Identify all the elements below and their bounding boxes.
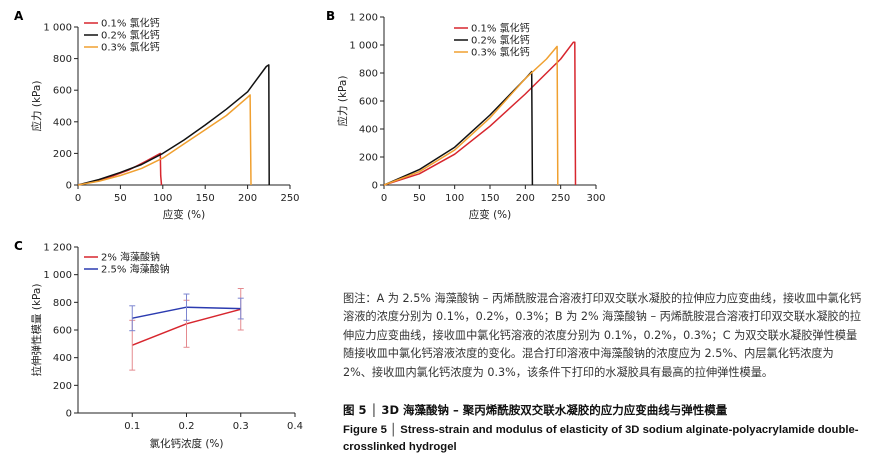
panel-a-x-axis-label: 应变 (%) <box>163 208 206 221</box>
panel-a-legend-label: 0.2% 氯化钙 <box>101 29 160 42</box>
panel-a-x-tick-label: 200 <box>238 193 257 204</box>
panel-c-x-tick-label: 0.1 <box>124 421 140 432</box>
panel-c-y-tick-label: 200 <box>53 381 72 392</box>
panel-b-x-tick-label: 150 <box>480 193 499 204</box>
panel-c-y-tick-label: 1 200 <box>43 243 72 254</box>
panel-b-y-tick-label: 200 <box>359 153 378 164</box>
panel-a-legend-label: 0.3% 氯化钙 <box>101 41 160 54</box>
panel-b-x-tick-label: 300 <box>586 193 605 204</box>
panel-c-x-tick-label: 0.4 <box>287 421 303 432</box>
panel-b-series-line-2 <box>383 70 534 186</box>
panel-b-y-tick-label: 1 000 <box>349 41 378 52</box>
figure-caption: 图注：A 为 2.5% 海藻酸钠 – 丙烯酰胺混合溶液打印双交联水凝胶的拉伸应力… <box>343 290 863 382</box>
panel-a-series-line-2 <box>77 64 270 186</box>
panel-b-series-line-1 <box>383 41 577 186</box>
panel-b-legend-label: 0.3% 氯化钙 <box>471 46 530 59</box>
figure-title-en: Figure 5 │ Stress-strain and modulus of … <box>343 424 859 453</box>
panel-c-x-tick-label: 0.2 <box>179 421 195 432</box>
panel-b-letter: B <box>326 9 335 23</box>
panel-b-legend-label: 0.2% 氯化钙 <box>471 34 530 47</box>
figure-title-cn: 图 5 │ 3D 海藻酸钠 – 聚丙烯酰胺双交联水凝胶的应力应变曲线与弹性模量 <box>343 403 728 417</box>
panel-b-y-tick-label: 800 <box>359 69 378 80</box>
panel-c-y-tick-label: 1 000 <box>43 270 72 281</box>
panel-b-y-tick-label: 0 <box>372 181 378 192</box>
panel-a-series-line-3 <box>77 94 252 186</box>
panel-b-x-tick-label: 0 <box>381 193 387 204</box>
panel-b-legend-label: 0.1% 氯化钙 <box>471 22 530 35</box>
panel-c-x-tick-label: 0.3 <box>233 421 249 432</box>
panel-a-x-tick-label: 150 <box>196 193 215 204</box>
panel-a-y-axis-label: 应力 (kPa) <box>30 81 43 132</box>
panel-a-y-tick-label: 600 <box>53 86 72 97</box>
panel-b-y-tick-label: 600 <box>359 97 378 108</box>
panel-a-y-tick-label: 0 <box>66 181 72 192</box>
panel-a-x-tick-label: 250 <box>280 193 299 204</box>
panel-a: A 0 200 400 600 800 1 000 0 50 100 150 200 250 应变 (%… <box>14 9 300 221</box>
panel-c-y-tick-label: 600 <box>53 326 72 337</box>
panel-b-y-tick-label: 1 200 <box>349 13 378 24</box>
panel-b-x-tick-label: 200 <box>516 193 535 204</box>
panel-a-letter: A <box>14 9 24 23</box>
panel-a-legend-label: 0.1% 氯化钙 <box>101 17 160 30</box>
panel-b-series-line-3 <box>383 45 559 186</box>
panel-a-series-line-1 <box>77 152 163 186</box>
panel-a-y-tick-label: 1 000 <box>43 23 72 34</box>
panel-c-y-tick-label: 0 <box>66 409 72 420</box>
caption-note: 图注：A 为 2.5% 海藻酸钠 – 丙烯酰胺混合溶液打印双交联水凝胶的拉伸应力… <box>343 292 862 379</box>
panel-b-x-tick-label: 250 <box>551 193 570 204</box>
panel-a-y-tick-label: 800 <box>53 54 72 65</box>
panel-c-x-axis-label: 氯化钙浓度 (%) <box>149 437 223 450</box>
panel-b-x-tick-label: 50 <box>413 193 426 204</box>
panel-c: C 0 200 400 600 800 1 000 1 200 0.1 0.2 0.3 0.4 氯化钙… <box>14 239 303 450</box>
panel-c-legend-label: 2.5% 海藻酸钠 <box>101 263 170 276</box>
panel-a-x-tick-label: 50 <box>114 193 127 204</box>
panel-a-x-tick-label: 0 <box>75 193 81 204</box>
panel-b-y-axis-label: 应力 (kPa) <box>336 76 349 127</box>
panel-b-y-tick-label: 400 <box>359 125 378 136</box>
panel-a-x-tick-label: 100 <box>153 193 172 204</box>
panel-a-y-tick-label: 200 <box>53 149 72 160</box>
panel-b: B 0 200 400 600 800 1 000 1 200 0 50 100 150 200 250… <box>326 9 606 221</box>
panel-c-y-tick-label: 800 <box>53 298 72 309</box>
panel-c-y-tick-label: 400 <box>53 353 72 364</box>
panel-c-letter: C <box>14 239 23 253</box>
panel-c-legend-label: 2% 海藻酸钠 <box>101 251 160 264</box>
panel-c-y-axis-label: 拉伸弹性模量 (kPa) <box>30 284 43 377</box>
panel-b-x-tick-label: 100 <box>445 193 464 204</box>
panel-a-y-tick-label: 400 <box>53 117 72 128</box>
panel-b-x-axis-label: 应变 (%) <box>469 208 512 221</box>
